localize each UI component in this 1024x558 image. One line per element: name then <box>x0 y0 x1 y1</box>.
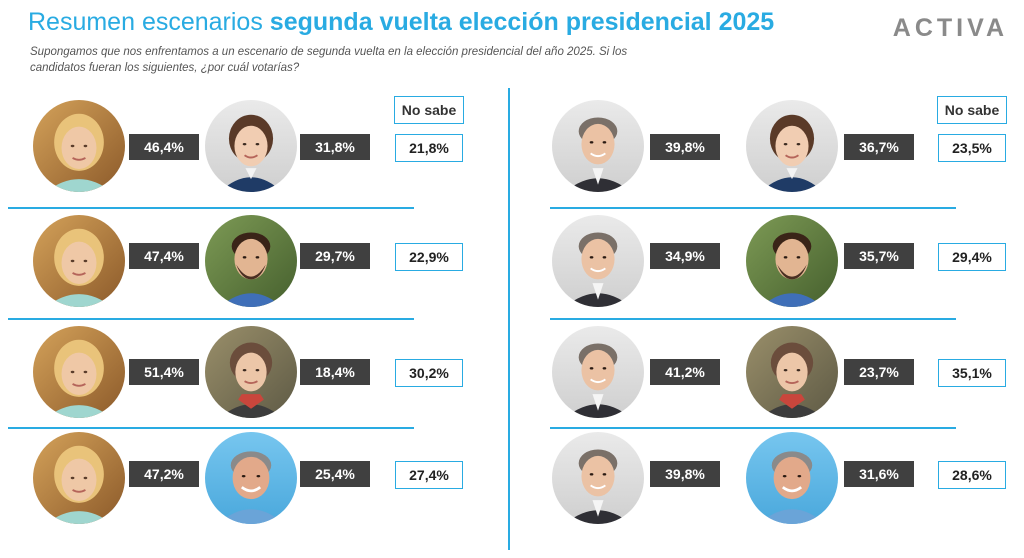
right-panel-separator-2 <box>550 318 956 320</box>
right-panel-row-2-no-sabe-value: 29,4% <box>938 243 1006 271</box>
right-panel-row-2-candidate-a-photo <box>552 215 644 307</box>
right-panel-row-1-candidate-b-value: 36,7% <box>844 134 914 160</box>
panel-divider <box>508 88 510 550</box>
left-panel-row-1-candidate-b-value: 31,8% <box>300 134 370 160</box>
title-regular: Resumen escenarios <box>28 8 270 36</box>
right-panel-row-4-candidate-b-photo <box>746 432 838 524</box>
left-panel-row-3-no-sabe-value: 30,2% <box>395 359 463 387</box>
right-panel-row-4-no-sabe-value: 28,6% <box>938 461 1006 489</box>
brand-logo: ACTIVA <box>892 14 1008 42</box>
right-panel-row-4-candidate-b-value: 31,6% <box>844 461 914 487</box>
right-panel-row-1-candidate-a-value: 39,8% <box>650 134 720 160</box>
left-panel-separator-3 <box>8 427 414 429</box>
left-panel-row-1-candidate-b-photo <box>205 100 297 192</box>
left-panel-row-4-candidate-a-value: 47,2% <box>129 461 199 487</box>
right-panel-row-4-candidate-a-value: 39,8% <box>650 461 720 487</box>
left-panel-row-1-no-sabe-value: 21,8% <box>395 134 463 162</box>
page-subtitle: Supongamos que nos enfrentamos a un esce… <box>30 46 628 74</box>
left-panel-row-3-candidate-b-photo <box>205 326 297 418</box>
left-panel-row-2-no-sabe-value: 22,9% <box>395 243 463 271</box>
right-panel-separator-3 <box>550 427 956 429</box>
right-panel-row-1-no-sabe-value: 23,5% <box>938 134 1006 162</box>
right-panel-no-sabe-header: No sabe <box>937 96 1007 124</box>
right-panel-row-3-candidate-a-value: 41,2% <box>650 359 720 385</box>
right-panel-row-1-candidate-b-photo <box>746 100 838 192</box>
page-title: Resumen escenarios segunda vuelta elecci… <box>28 8 774 37</box>
left-panel-row-2-candidate-b-photo <box>205 215 297 307</box>
left-panel-row-3-candidate-a-value: 51,4% <box>129 359 199 385</box>
left-panel-row-3-candidate-b-value: 18,4% <box>300 359 370 385</box>
left-panel-row-4-no-sabe-value: 27,4% <box>395 461 463 489</box>
right-panel-separator-1 <box>550 207 956 209</box>
right-panel-row-3-no-sabe-value: 35,1% <box>938 359 1006 387</box>
title-bold: segunda vuelta elección presidencial 202… <box>269 8 775 36</box>
right-panel-row-2-candidate-a-value: 34,9% <box>650 243 720 269</box>
right-panel-row-2-candidate-b-photo <box>746 215 838 307</box>
left-panel-row-3-candidate-a-photo <box>33 326 125 418</box>
left-panel-row-1-candidate-a-photo <box>33 100 125 192</box>
left-panel-separator-1 <box>8 207 414 209</box>
right-panel-row-1-candidate-a-photo <box>552 100 644 192</box>
left-panel-row-4-candidate-b-photo <box>205 432 297 524</box>
right-panel-row-2-candidate-b-value: 35,7% <box>844 243 914 269</box>
right-panel-row-3-candidate-b-photo <box>746 326 838 418</box>
left-panel-row-4-candidate-a-photo <box>33 432 125 524</box>
left-panel-row-1-candidate-a-value: 46,4% <box>129 134 199 160</box>
right-panel-row-4-candidate-a-photo <box>552 432 644 524</box>
left-panel-row-4-candidate-b-value: 25,4% <box>300 461 370 487</box>
right-panel-row-3-candidate-b-value: 23,7% <box>844 359 914 385</box>
left-panel-row-2-candidate-b-value: 29,7% <box>300 243 370 269</box>
right-panel-row-3-candidate-a-photo <box>552 326 644 418</box>
left-panel-row-2-candidate-a-value: 47,4% <box>129 243 199 269</box>
left-panel-no-sabe-header: No sabe <box>394 96 464 124</box>
left-panel-row-2-candidate-a-photo <box>33 215 125 307</box>
left-panel-separator-2 <box>8 318 414 320</box>
